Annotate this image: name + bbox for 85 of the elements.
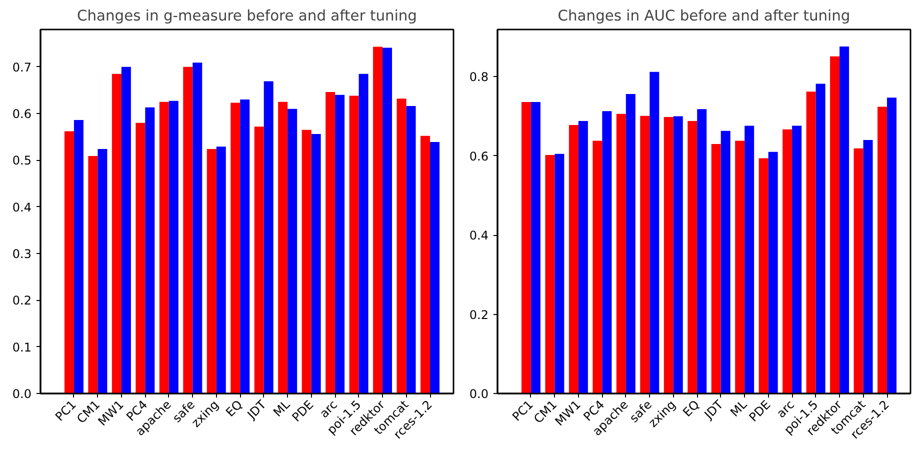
y-tick-label: 0.5 [12,154,32,168]
bar [335,94,345,394]
y-tick-label: 0.0 [469,387,489,401]
y-tick-label: 0.0 [12,387,32,401]
bar [254,126,264,394]
bar [136,122,146,394]
y-tick-label: 0.3 [12,247,32,261]
bar [711,144,721,394]
bar [697,109,707,394]
bar [88,156,98,394]
bar [382,48,392,394]
bar [854,148,864,394]
x-tick-label: PC1 [510,398,536,424]
bar [521,102,531,394]
chart-title: Changes in g-measure before and after tuning [77,8,417,24]
bar [64,131,74,394]
bar [406,106,416,394]
bar [578,120,588,394]
bar [311,134,321,394]
chart-title: Changes in AUC before and after tuning [558,8,850,24]
bar [420,136,430,394]
bar [159,102,169,394]
bar [302,130,312,394]
y-tick-label: 0.4 [12,200,32,214]
bar [545,155,555,394]
bar [626,94,636,394]
bar [878,106,887,394]
bar [278,102,288,394]
x-tick-label: PC1 [52,398,79,424]
bar [358,74,368,394]
bar [735,140,745,394]
bar [554,154,564,394]
bar [887,98,896,394]
bar [74,120,84,394]
bar [758,158,768,394]
x-tick-label: ML [728,397,750,420]
bar [121,66,131,394]
bar [840,46,850,394]
bar [616,114,626,394]
bar [830,56,840,394]
y-tick-label: 0.1 [12,340,32,354]
bar [216,146,226,394]
bar [720,130,730,394]
bar [98,148,108,394]
y-tick-label: 0.2 [469,308,489,322]
bar [688,120,698,394]
bar [592,140,602,394]
bar [183,66,193,394]
bar [806,92,816,394]
bar [744,126,754,394]
y-tick-label: 0.4 [469,228,489,243]
y-tick-label: 0.2 [12,294,32,308]
bar [640,116,650,394]
x-tick-label: EQ [223,398,246,420]
bar [206,148,216,394]
bar [863,140,873,394]
bar [264,81,274,394]
y-tick-label: 0.8 [469,70,489,84]
bar [230,102,240,394]
bar [373,46,383,394]
bar [168,100,178,394]
bar [792,126,802,394]
x-tick-label: ML [270,397,293,420]
bar [602,111,612,394]
bar [530,102,540,394]
bar [664,117,674,394]
bar [673,116,683,394]
bar [430,142,440,394]
bar [288,108,298,394]
bar [145,107,155,394]
bar [782,129,792,394]
bar [192,62,202,394]
bar [816,84,826,394]
bar [768,152,778,394]
bar [568,124,578,394]
y-tick-label: 0.6 [12,107,32,121]
y-tick-label: 0.7 [12,60,32,74]
bar [349,96,359,394]
y-tick-label: 0.6 [469,149,489,164]
x-tick-label: EQ [680,398,702,420]
bar [396,98,406,394]
bar [650,72,660,394]
bar [240,100,250,394]
bar [326,92,336,394]
bar [112,74,122,394]
